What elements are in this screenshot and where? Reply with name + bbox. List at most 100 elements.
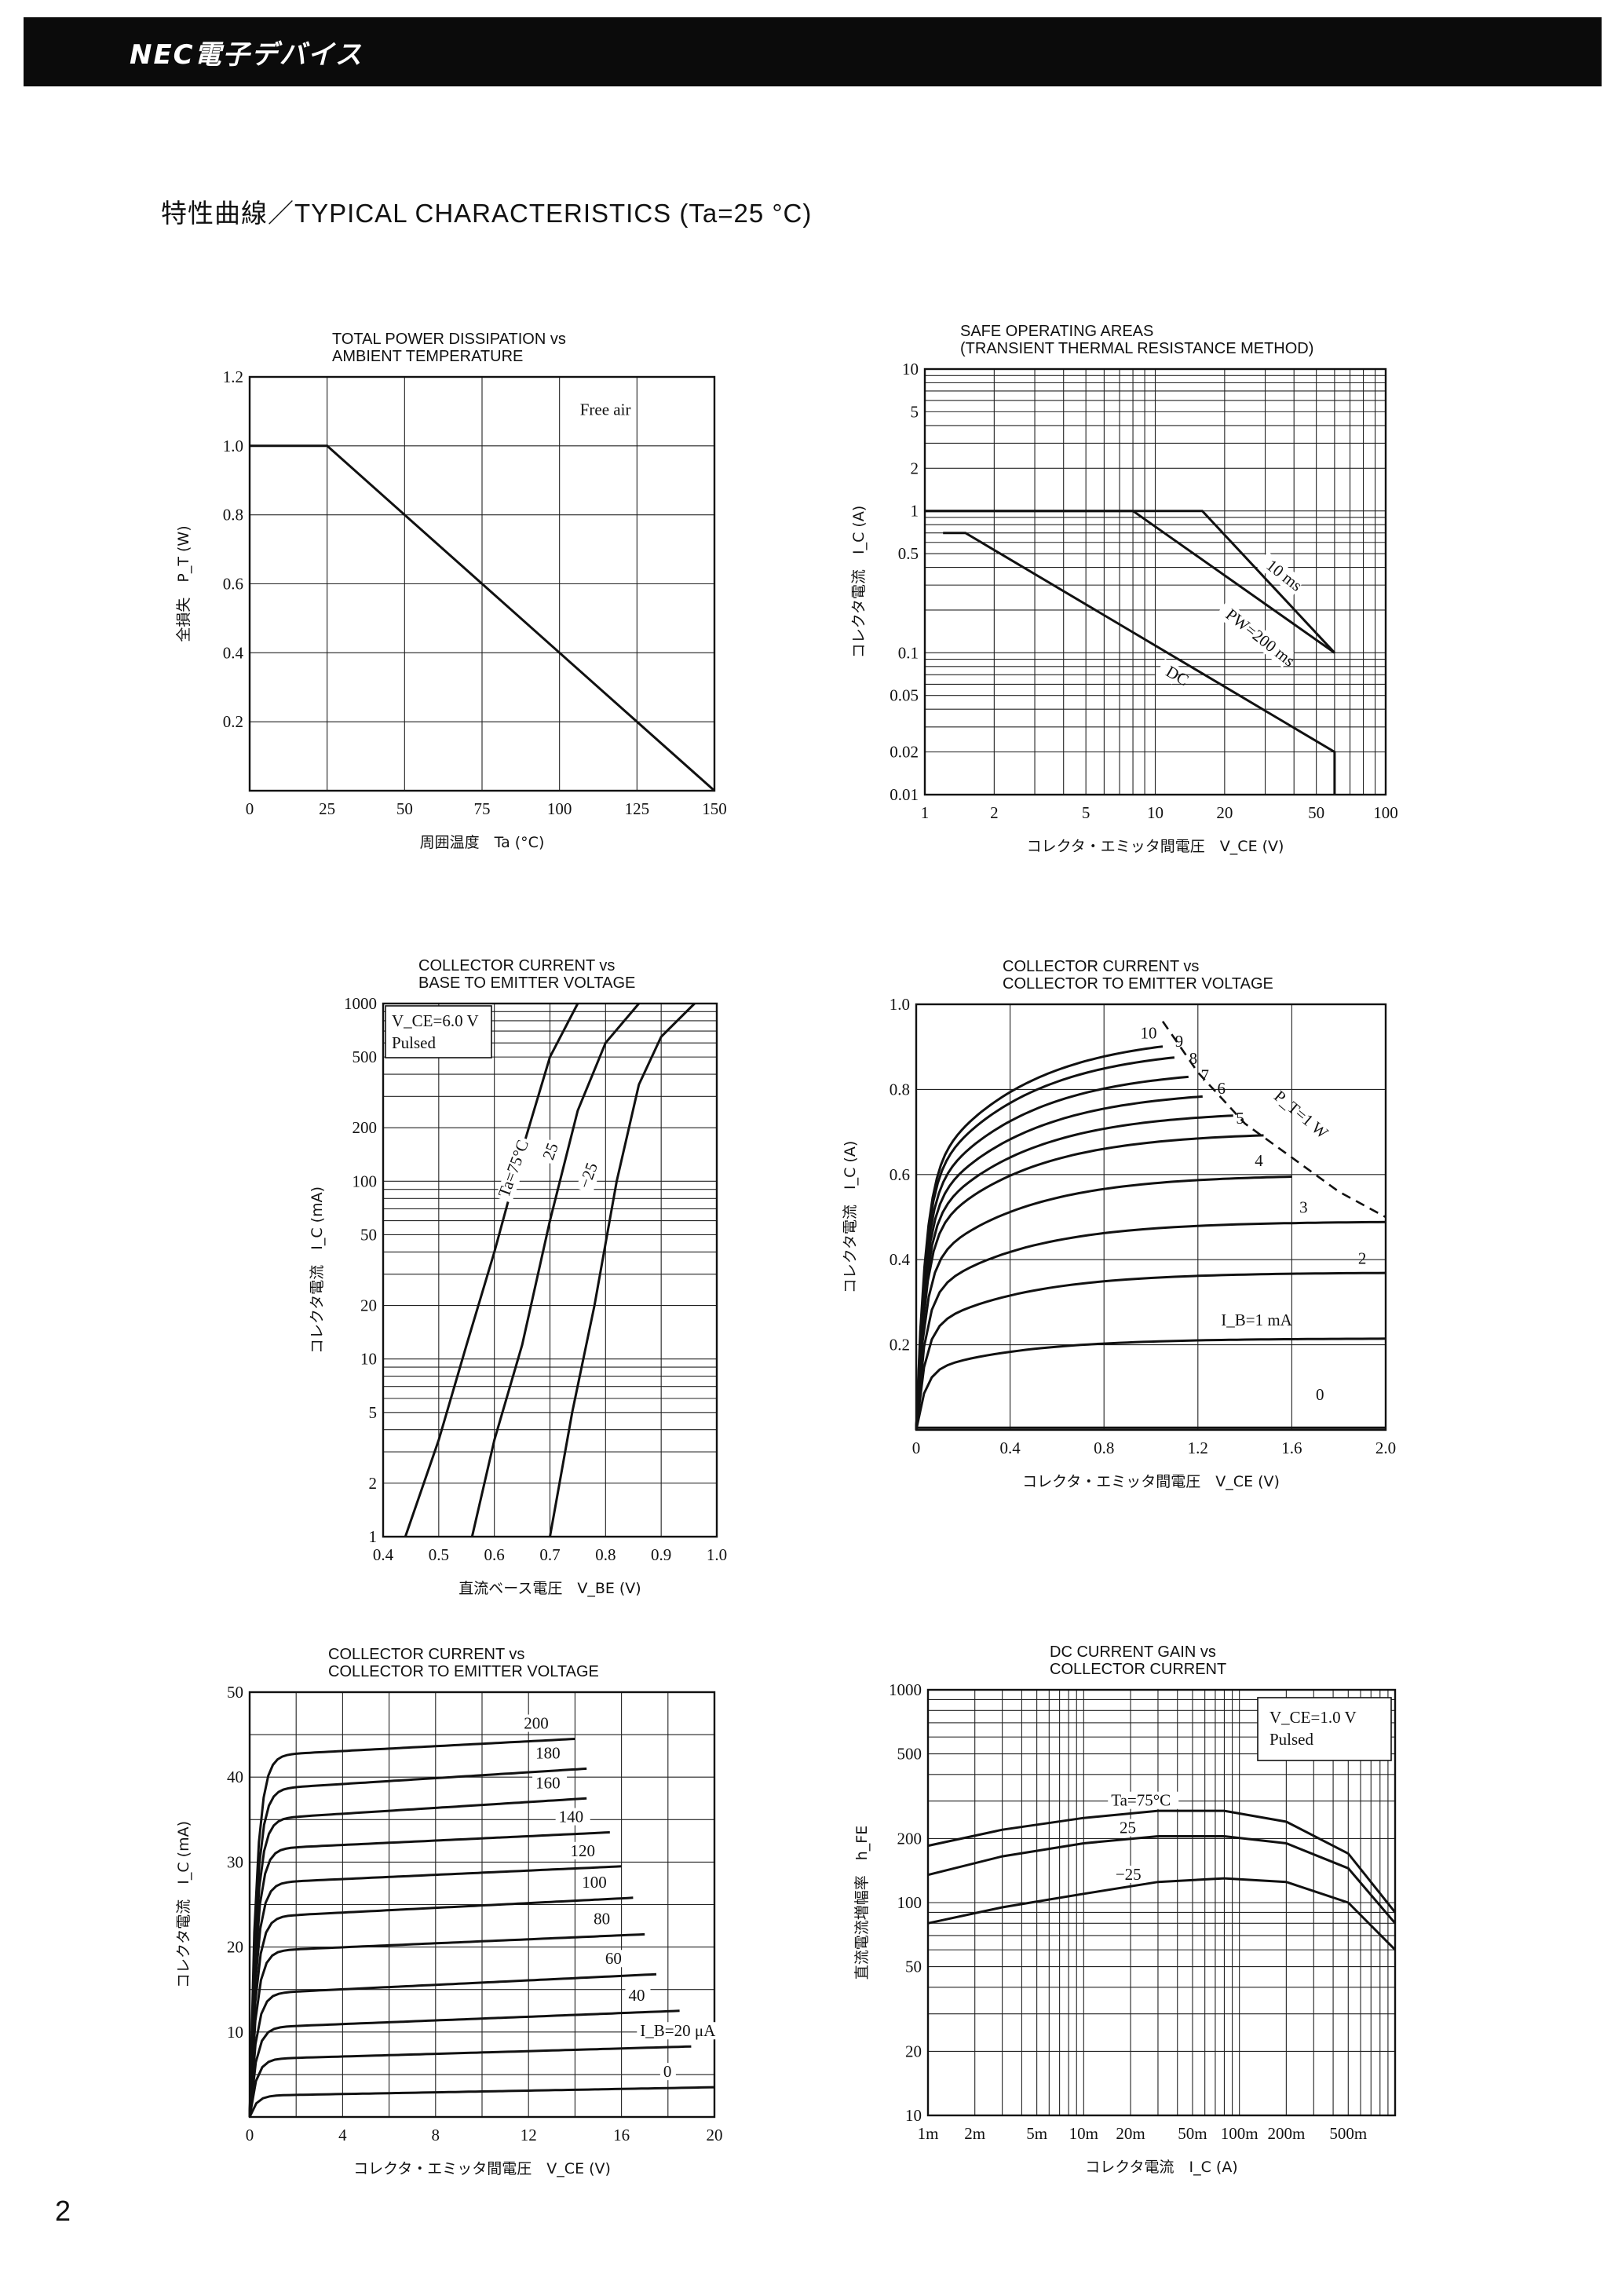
series-label: 3 <box>1299 1198 1308 1217</box>
x-tick-label: 2 <box>990 803 999 822</box>
series-label: 4 <box>1255 1151 1263 1170</box>
series-line <box>915 1175 1292 1431</box>
y-tick-label: 1.0 <box>890 995 910 1014</box>
legend-text: V_CE=6.0 V <box>392 1011 479 1030</box>
y-tick-label: 200 <box>897 1829 922 1848</box>
series-label: 180 <box>535 1743 561 1762</box>
series-label: 7 <box>1201 1066 1210 1085</box>
y-tick-label: 10 <box>227 2023 243 2042</box>
y-tick-label: 100 <box>353 1172 378 1190</box>
series-label-background <box>590 1910 616 1928</box>
series-label: I_B=1 mA <box>1221 1311 1292 1329</box>
y-axis-label: コレクタ電流 I_C (mA) <box>309 1186 326 1354</box>
x-tick-label: 0 <box>246 2126 254 2144</box>
series-line <box>248 1865 622 2118</box>
chart-title: SAFE OPERATING AREAS <box>960 323 1153 340</box>
y-tick-label: 40 <box>227 1768 243 1786</box>
x-tick-label: 100 <box>547 799 572 818</box>
plot-frame <box>248 375 716 792</box>
grid-lines <box>924 368 1386 795</box>
y-axis-label: コレクタ電流 I_C (A) <box>842 1141 859 1293</box>
y-tick-label: 0.01 <box>890 785 919 804</box>
series-line <box>915 1337 1386 1431</box>
x-axis-label: 周囲温度 Ta (°C) <box>420 834 545 851</box>
x-tick-label: 2.0 <box>1375 1439 1396 1457</box>
x-tick-label: 20m <box>1116 2124 1145 2143</box>
x-tick-label: 0.8 <box>595 1545 616 1564</box>
series-label: I_B=20 μA <box>640 2021 716 2040</box>
y-tick-label: 1.2 <box>223 367 243 386</box>
series-label: 8 <box>1189 1049 1198 1068</box>
chart-title: BASE TO EMITTER VOLTAGE <box>418 974 635 992</box>
series-label-background <box>579 1873 614 1891</box>
y-tick-label: 0.4 <box>890 1250 911 1269</box>
series-line <box>915 1134 1264 1431</box>
x-tick-label: 200m <box>1267 2124 1305 2143</box>
x-tick-label: 0.4 <box>373 1545 394 1564</box>
plot-frame <box>923 367 1387 796</box>
legend-text: Pulsed <box>392 1033 437 1052</box>
plot-frame <box>926 1688 1397 2117</box>
plot-frame <box>248 1691 716 2119</box>
x-tick-label: 5 <box>1082 803 1090 822</box>
x-tick-label: 0.8 <box>1094 1439 1114 1457</box>
series-label-background <box>532 1774 568 1792</box>
y-tick-label: 0.02 <box>890 743 919 762</box>
y-tick-label: 0.2 <box>223 712 243 731</box>
x-tick-label: 50 <box>1308 803 1324 822</box>
series-label: 2 <box>1358 1249 1367 1268</box>
y-tick-label: 10 <box>905 2106 922 2125</box>
series-line <box>404 1003 579 1537</box>
y-tick-label: 1000 <box>344 994 377 1013</box>
x-axis-label: コレクタ・エミッタ間電圧 V_CE (V) <box>353 2160 611 2177</box>
y-tick-label: 100 <box>897 1893 922 1912</box>
x-tick-label: 10m <box>1069 2124 1098 2143</box>
series-line <box>927 1877 1397 1951</box>
y-tick-label: 10 <box>902 360 919 378</box>
x-tick-label: 10 <box>1147 803 1164 822</box>
annotation-background <box>1255 551 1306 596</box>
series-label: 0 <box>1316 1385 1324 1404</box>
y-tick-label: 0.05 <box>890 686 919 705</box>
chart-title: (TRANSIENT THERMAL RESISTANCE METHOD) <box>960 340 1313 357</box>
series-label: 25 <box>1120 1819 1136 1837</box>
chart-title: COLLECTOR CURRENT <box>1050 1661 1226 1678</box>
y-axis-label: コレクタ電流 I_C (A) <box>850 506 868 658</box>
series-label-background <box>625 1986 651 2004</box>
section-title: 特性曲線／TYPICAL CHARACTERISTICS (Ta=25 °C) <box>161 199 813 228</box>
series-line <box>250 444 715 792</box>
page-number: 2 <box>55 2195 71 2227</box>
series-label-background <box>575 1159 603 1194</box>
chart-title: COLLECTOR TO EMITTER VOLTAGE <box>1003 975 1273 993</box>
header-title: NEC電子デバイス <box>130 39 363 71</box>
y-tick-label: 5 <box>911 402 919 421</box>
y-tick-label: 20 <box>905 2042 922 2060</box>
series-label: 40 <box>628 1986 645 2005</box>
annotation-background <box>1155 658 1182 685</box>
y-tick-label: 0.5 <box>898 544 919 563</box>
series-line <box>248 1972 657 2118</box>
y-tick-label: 1 <box>911 502 919 521</box>
y-axis-label: コレクタ電流 I_C (mA) <box>175 1821 192 1988</box>
x-tick-label: 4 <box>338 2126 347 2144</box>
series-line <box>915 1271 1386 1431</box>
series-line <box>915 1114 1233 1431</box>
series-line <box>927 1809 1397 1914</box>
series-label-background <box>532 1744 568 1762</box>
chart-title: COLLECTOR TO EMITTER VOLTAGE <box>328 1663 599 1680</box>
x-tick-label: 1 <box>921 803 930 822</box>
y-tick-label: 0.1 <box>898 643 919 662</box>
x-tick-label: 16 <box>613 2126 630 2144</box>
y-tick-label: 0.8 <box>890 1080 910 1099</box>
legend-text: Pulsed <box>1269 1730 1314 1749</box>
series-label: 10 <box>1141 1023 1157 1042</box>
y-tick-label: 0.8 <box>223 506 243 525</box>
series-label-background <box>659 2063 676 2081</box>
series-line <box>915 1220 1386 1431</box>
x-tick-label: 150 <box>702 799 727 818</box>
